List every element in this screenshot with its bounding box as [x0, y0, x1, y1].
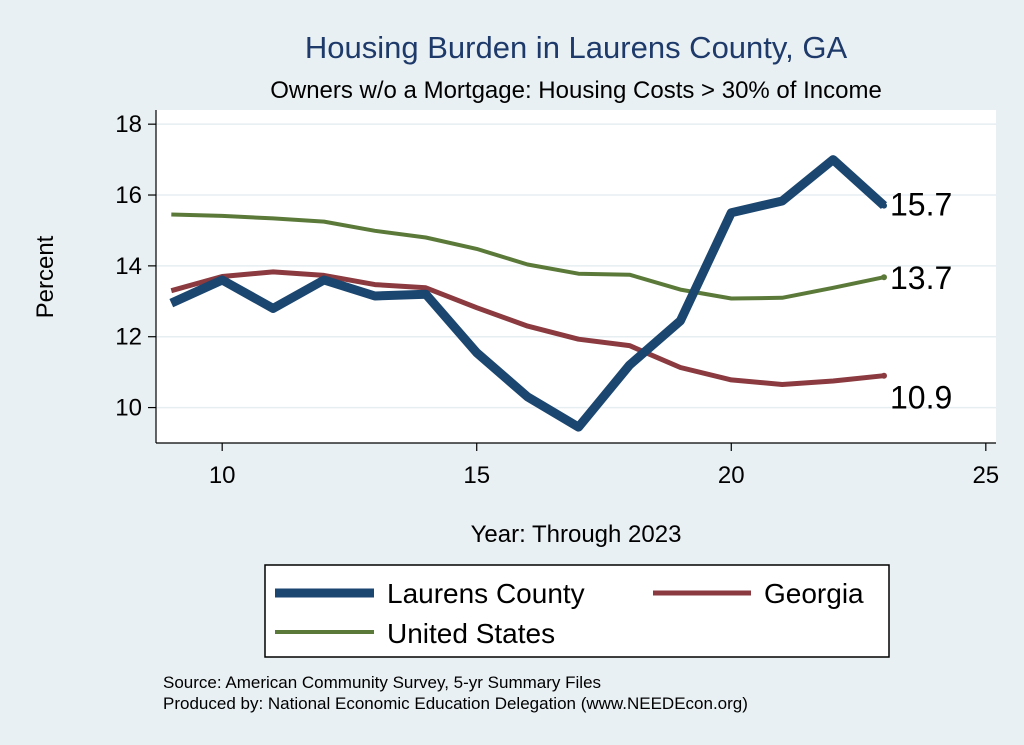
end-label-georgia: 10.9	[890, 380, 952, 416]
y-axis-ticks: 10 12 14 16 18	[115, 111, 156, 422]
end-point-laurens-county	[881, 202, 887, 209]
legend-label-laurens-county: Laurens County	[387, 578, 585, 609]
end-label-laurens-county: 15.7	[890, 187, 952, 223]
chart-subtitle: Owners w/o a Mortgage: Housing Costs > 3…	[270, 77, 882, 104]
x-tick-label: 15	[463, 462, 490, 489]
y-axis-title: Percent	[32, 235, 59, 318]
x-tick-label: 20	[718, 462, 745, 489]
produced-by-note: Produced by: National Economic Education…	[163, 694, 748, 713]
series-line-laurens-county	[169, 155, 888, 432]
plot-area	[156, 110, 996, 443]
source-note: Source: American Community Survey, 5-yr …	[163, 673, 601, 692]
chart-title: Housing Burden in Laurens County, GA	[305, 30, 848, 65]
series-lines	[169, 155, 888, 432]
series-line-georgia	[170, 269, 885, 387]
x-tick-label: 25	[972, 462, 999, 489]
end-point-georgia	[881, 372, 887, 379]
x-axis-title: Year: Through 2023	[471, 521, 682, 548]
y-tick-label: 14	[115, 253, 142, 280]
end-labels: 15.7 10.9 13.7	[890, 187, 952, 416]
gridlines	[156, 123, 996, 409]
legend: Laurens County Georgia United States	[264, 564, 890, 658]
y-tick-label: 12	[115, 324, 142, 351]
y-tick-label: 10	[115, 395, 142, 422]
y-tick-label: 16	[115, 182, 142, 209]
end-label-united-states: 13.7	[890, 260, 952, 296]
series-line-united-states	[171, 212, 885, 301]
legend-label-united-states: United States	[387, 618, 555, 649]
end-point-united-states	[881, 274, 887, 281]
x-tick-label: 10	[209, 462, 236, 489]
y-tick-label: 18	[115, 111, 142, 138]
legend-label-georgia: Georgia	[764, 578, 864, 609]
legend-box	[264, 564, 890, 658]
x-axis-ticks: 10 15 20 25	[209, 443, 999, 489]
